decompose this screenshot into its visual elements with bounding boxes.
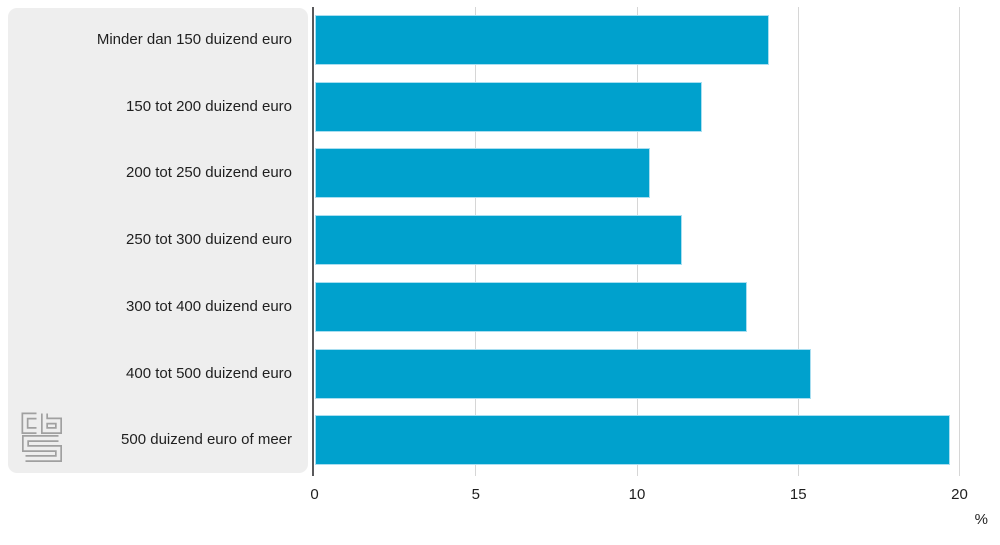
x-tick-label-10: 10 (628, 486, 646, 503)
cbs-logo-icon (21, 412, 62, 462)
category-label-4: 300 tot 400 duizend euro (126, 297, 292, 315)
y-axis-zero-line (311, 7, 314, 476)
gridline-x-20 (959, 7, 960, 470)
bar-5 (314, 348, 812, 399)
x-tick-label-5: 5 (471, 486, 480, 503)
category-label-2: 200 tot 250 duizend euro (126, 164, 292, 182)
x-tick-mark-5 (475, 470, 477, 476)
bar-0 (314, 15, 770, 65)
x-tick-label-20: 20 (951, 486, 968, 503)
x-tick-mark-15 (797, 470, 799, 476)
bar-2 (314, 148, 650, 199)
category-label-1: 150 tot 200 duizend euro (126, 97, 292, 115)
bar-6 (314, 415, 950, 466)
category-label-0: Minder dan 150 duizend euro (96, 31, 292, 48)
x-tick-mark-20 (959, 470, 960, 476)
bar-3 (314, 215, 683, 266)
x-tick-label-0: 0 (310, 486, 319, 503)
bar-4 (314, 281, 747, 332)
x-tick-label-15: 15 (789, 486, 807, 503)
gridline-x-15 (797, 7, 799, 470)
category-panel: Minder dan 150 duizend euro 150 tot 200 d… (8, 8, 308, 473)
category-label-5: 400 tot 500 duizend euro (126, 364, 292, 382)
category-label-3: 250 tot 300 duizend euro (126, 231, 292, 249)
bar-1 (314, 81, 702, 132)
category-label-6: 500 duizend euro of meer (121, 431, 292, 449)
x-tick-mark-10 (636, 470, 638, 476)
x-axis-unit-label: % (974, 511, 988, 528)
plot-area (314, 7, 960, 470)
